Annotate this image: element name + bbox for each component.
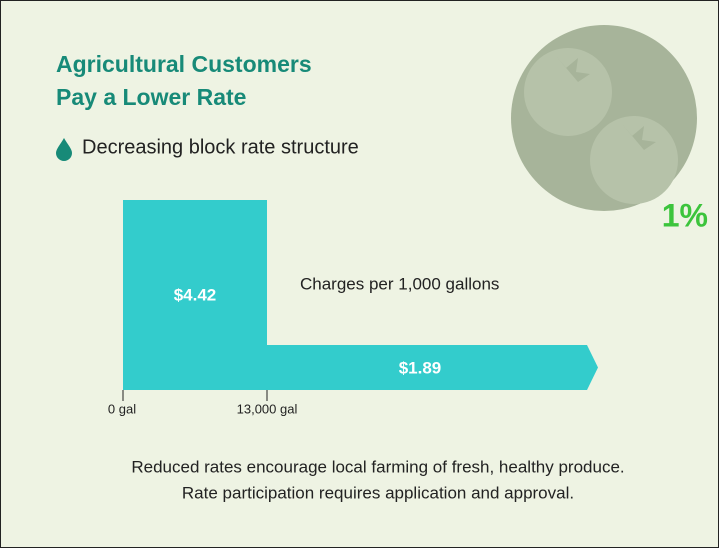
rate-label: $4.42 (174, 285, 217, 304)
tomato-badge (511, 25, 697, 211)
rate-block (267, 345, 598, 390)
badge-percent: 1% (662, 197, 708, 233)
title-line: Agricultural Customers (56, 51, 312, 77)
rate-label: $1.89 (399, 358, 442, 377)
axis-label: 13,000 gal (237, 401, 298, 416)
footer-line: Rate participation requires application … (182, 483, 574, 502)
axis-label: 0 gal (108, 401, 136, 416)
rate-block (123, 200, 267, 390)
caption: Charges per 1,000 gallons (300, 274, 499, 293)
footer-line: Reduced rates encourage local farming of… (131, 457, 624, 476)
bullet-text: Decreasing block rate structure (82, 136, 359, 158)
title-line: Pay a Lower Rate (56, 84, 246, 110)
drop-icon (56, 138, 72, 161)
